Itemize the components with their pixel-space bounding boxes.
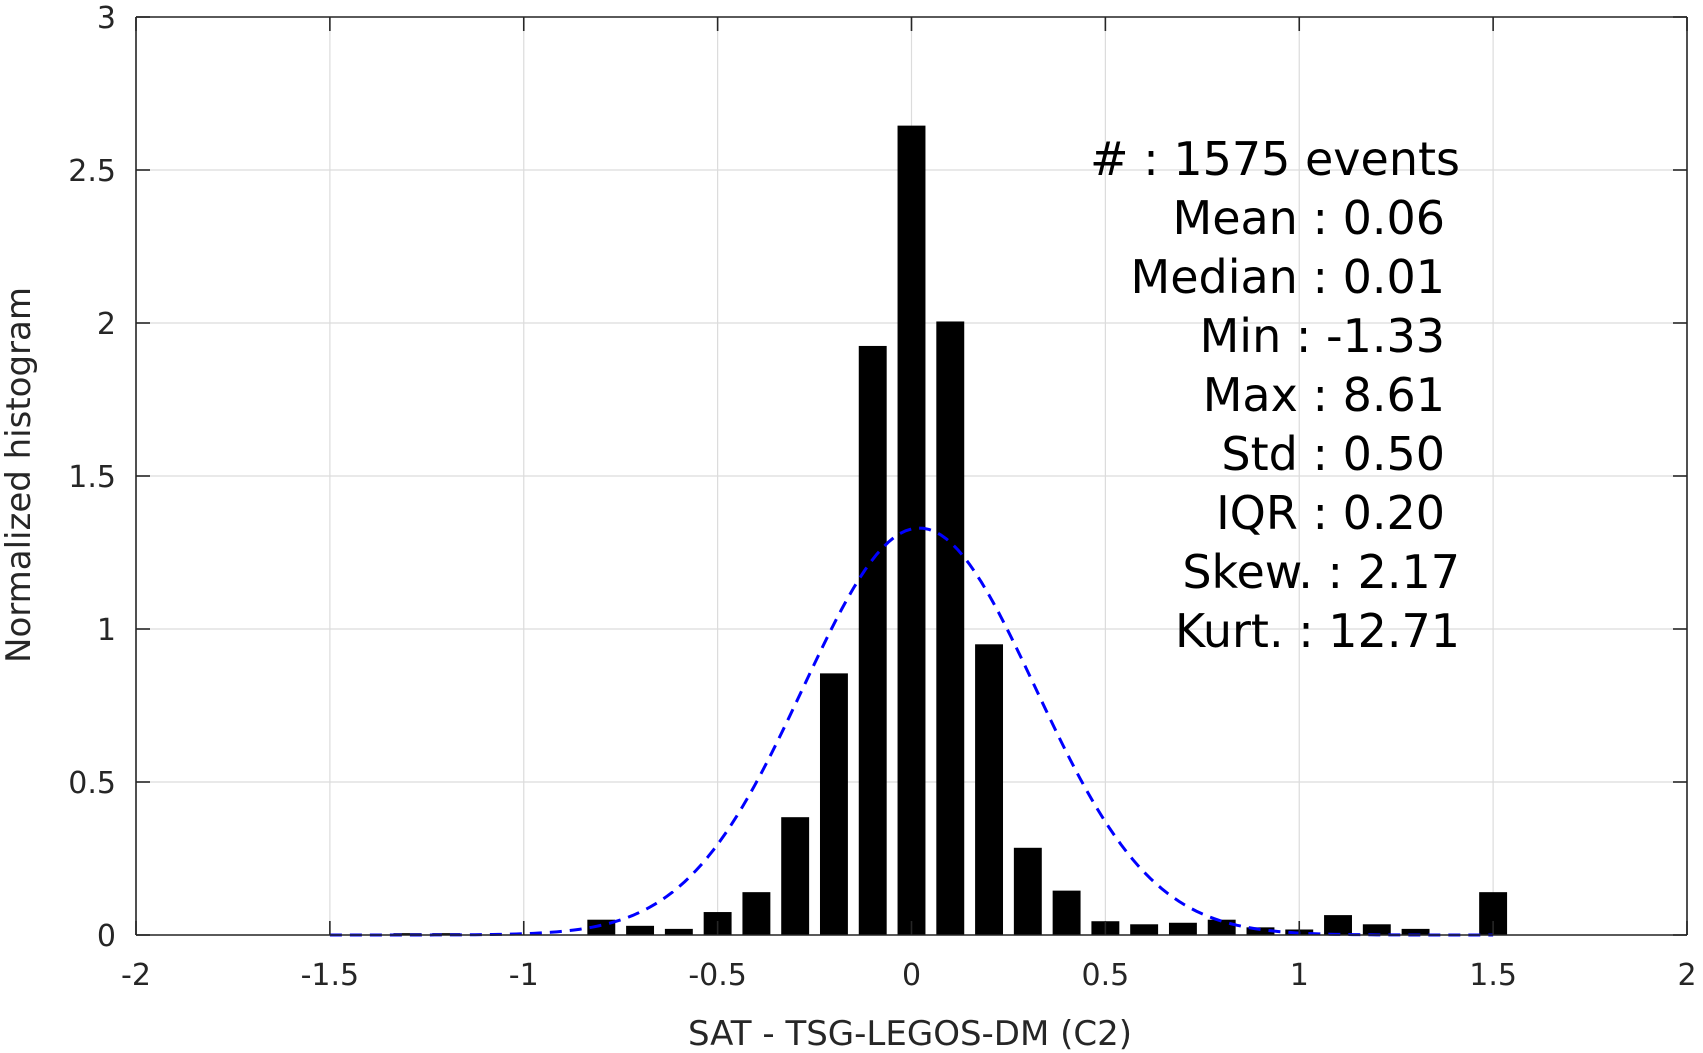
x-tick-label: 1	[1290, 958, 1309, 993]
histogram-bar	[1246, 927, 1275, 935]
histogram-bar	[781, 817, 810, 935]
histogram-bar	[819, 673, 848, 935]
y-tick-label: 2	[97, 307, 116, 342]
y-tick-label: 2.5	[68, 154, 116, 189]
histogram-bar	[1207, 919, 1236, 935]
histogram-bar	[1130, 924, 1159, 935]
stats-line: Median : 0.01	[1131, 250, 1445, 304]
histogram-bar	[1168, 922, 1197, 935]
stats-line: # : 1575 events	[1090, 132, 1460, 186]
x-tick-label: -0.5	[688, 958, 747, 993]
y-tick-label: 0	[97, 919, 116, 954]
stats-line: Skew. : 2.17	[1182, 545, 1460, 599]
histogram-bar	[936, 321, 965, 936]
histogram-bar	[393, 933, 422, 935]
x-axis-label: SAT - TSG-LEGOS-DM (C2)	[688, 1014, 1132, 1053]
histogram-bar	[1324, 915, 1352, 935]
histogram-bar	[1013, 847, 1042, 935]
stats-line: Max : 8.61	[1203, 368, 1445, 422]
y-tick-label: 3	[97, 1, 116, 36]
x-tick-label: 0.5	[1082, 958, 1130, 993]
histogram-bar	[975, 644, 1004, 935]
y-tick-label: 1	[97, 613, 116, 648]
axes	[135, 16, 1688, 936]
stats-line: IQR : 0.20	[1216, 486, 1445, 540]
stats-line: Mean : 0.06	[1173, 191, 1446, 245]
y-tick-labels: 0 0.5 1 1.5 2 2.5 3	[68, 1, 116, 954]
histogram-bar	[1052, 890, 1081, 935]
histogram-bar	[587, 919, 616, 935]
histogram-bar	[626, 925, 655, 935]
histogram-bar	[664, 928, 693, 935]
stats-line: Std : 0.50	[1221, 427, 1445, 481]
histogram-bar	[742, 892, 771, 935]
x-tick-label: 0	[902, 958, 921, 993]
stats-line: Kurt. : 12.71	[1175, 604, 1460, 658]
y-axis-label: Normalized histogram	[0, 287, 39, 663]
histogram-bar	[432, 933, 461, 935]
x-tick-label: -1.5	[301, 958, 360, 993]
x-tick-label: -2	[121, 958, 151, 993]
y-tick-label: 0.5	[68, 766, 116, 801]
x-tick-labels: -2 -1.5 -1 -0.5 0 0.5 1 1.5 2	[121, 958, 1697, 993]
histogram-bar	[858, 345, 887, 935]
histogram-bars	[393, 125, 1508, 936]
y-tick-label: 1.5	[68, 460, 116, 495]
histogram-bar	[1401, 928, 1430, 935]
x-tick-label: 1.5	[1469, 958, 1517, 993]
x-tick-label: 2	[1677, 958, 1696, 993]
histogram-bar	[1362, 924, 1391, 935]
stats-line: Min : -1.33	[1200, 309, 1445, 363]
x-tick-label: -1	[509, 958, 539, 993]
